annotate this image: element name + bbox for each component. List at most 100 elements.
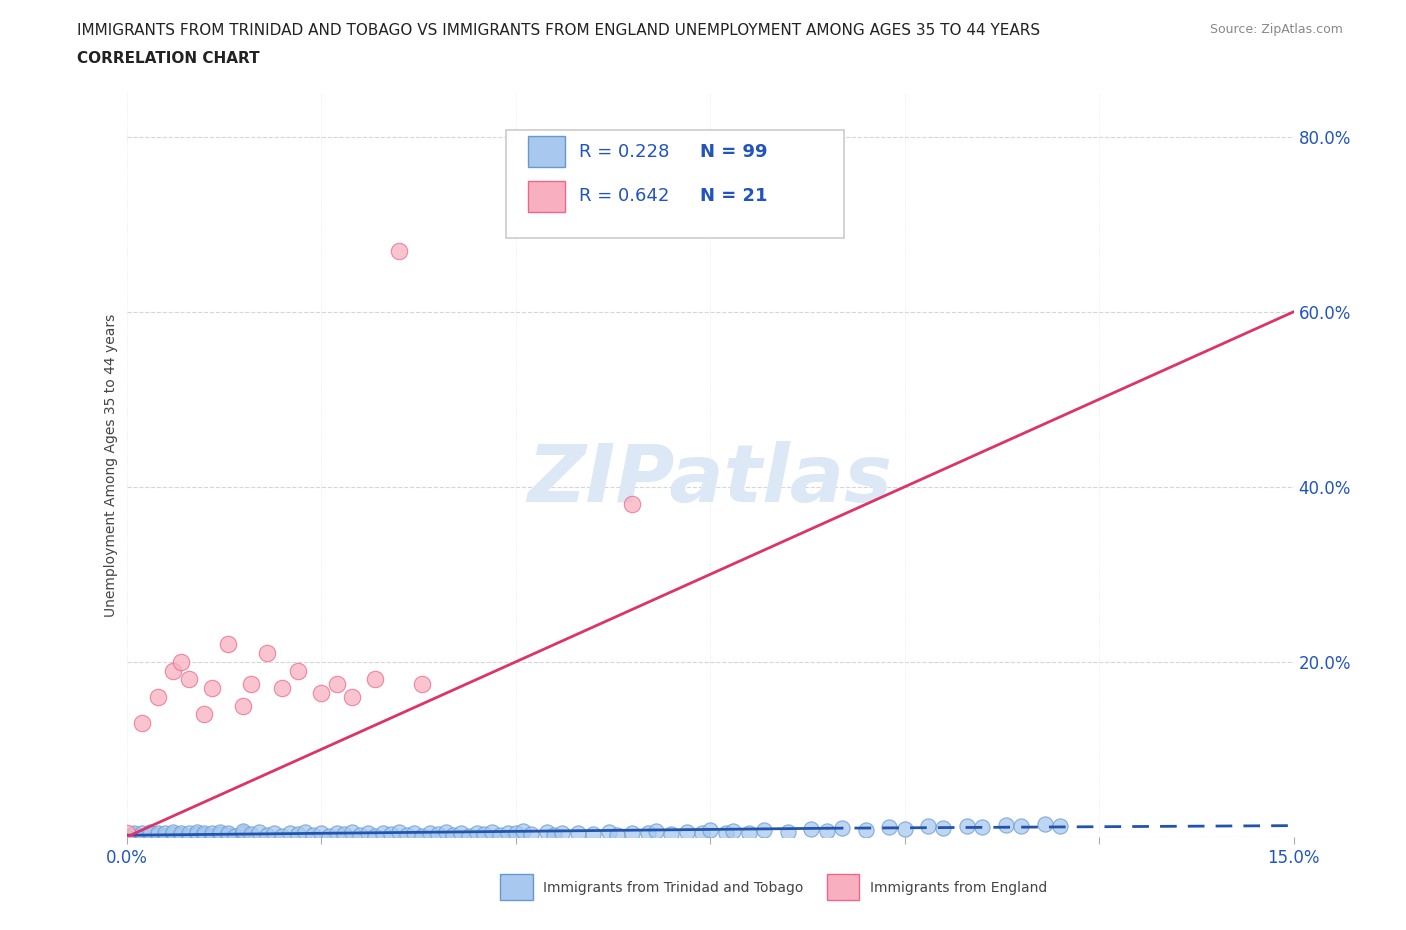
Text: ZIPatlas: ZIPatlas [527,441,893,519]
Point [388,243,411,258]
Point [457,829,479,844]
Point [340,689,363,704]
Point [217,828,239,843]
Point [357,825,380,840]
Point [146,689,169,704]
Point [364,672,387,687]
Point [124,825,146,840]
Point [170,655,193,670]
Text: Immigrants from Trinidad and Tobago: Immigrants from Trinidad and Tobago [543,881,803,895]
Point [831,821,853,836]
Point [256,828,278,843]
Point [201,826,224,841]
Point [855,822,877,837]
Point [637,826,659,841]
Point [340,824,363,839]
Point [271,681,294,696]
Point [139,824,162,839]
Point [659,827,682,842]
Bar [529,136,565,167]
Point [309,825,332,840]
Point [309,685,332,700]
Point [170,825,193,840]
Point [232,826,254,841]
Point [256,645,278,660]
Point [972,820,994,835]
Text: N = 99: N = 99 [700,143,768,161]
Point [155,826,177,841]
Text: R = 0.642: R = 0.642 [579,188,669,206]
Point [364,829,387,844]
Point [956,818,979,833]
Point [170,828,193,843]
Point [815,823,838,838]
Point [177,829,200,844]
Point [124,828,146,843]
Point [543,828,565,843]
Point [131,829,153,844]
Point [621,497,644,512]
Point [232,698,254,713]
Point [162,824,184,839]
Point [675,824,697,839]
Point [714,826,737,841]
Point [201,829,224,844]
Point [155,829,177,844]
Point [186,824,208,839]
Text: Source: ZipAtlas.com: Source: ZipAtlas.com [1209,23,1343,36]
Point [232,823,254,838]
Point [474,827,496,842]
Point [146,828,169,843]
Point [404,825,426,840]
Point [411,676,433,691]
Point [373,826,395,841]
Point [434,824,457,839]
Point [481,824,503,839]
Point [932,821,955,836]
Point [754,822,776,837]
Point [115,825,138,840]
Bar [501,874,533,900]
Point [131,826,153,841]
Point [263,825,285,840]
Point [201,681,224,696]
FancyBboxPatch shape [506,130,844,238]
Point [1010,819,1032,834]
Point [162,663,184,678]
Point [893,822,915,837]
Point [699,822,721,837]
Point [177,826,200,841]
Point [917,819,939,834]
Y-axis label: Unemployment Among Ages 35 to 44 years: Unemployment Among Ages 35 to 44 years [104,313,118,617]
Point [139,827,162,842]
Text: Immigrants from England: Immigrants from England [870,881,1047,895]
Point [294,824,316,839]
Point [505,826,527,841]
Point [325,676,347,691]
Point [302,828,325,843]
Point [690,825,713,840]
Point [186,827,208,842]
Point [224,829,246,844]
Point [800,822,823,837]
Bar [827,874,859,900]
Point [644,823,666,838]
Point [240,676,263,691]
Point [193,825,215,840]
Point [776,824,799,839]
Point [441,828,464,843]
Point [621,825,644,840]
Point [567,826,589,841]
Point [411,829,433,844]
Point [994,817,1017,832]
Point [877,820,900,835]
Point [325,826,347,841]
Point [1033,817,1056,831]
Point [419,826,441,841]
Point [115,830,138,844]
Point [738,825,761,840]
Point [489,828,512,843]
Point [162,827,184,842]
Bar [529,180,565,212]
Point [496,825,519,840]
